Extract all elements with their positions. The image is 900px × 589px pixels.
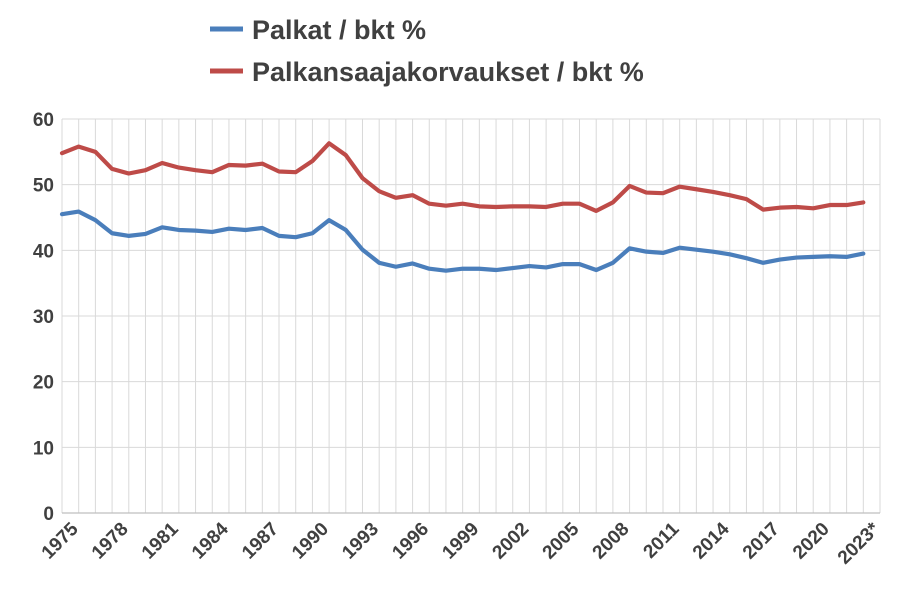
x-tick-label: 1984 bbox=[188, 518, 233, 563]
chart-gridlines bbox=[61, 118, 881, 514]
x-tick-label: 2005 bbox=[539, 518, 584, 563]
x-tick-label: 2017 bbox=[739, 519, 784, 564]
x-tick-label: 2008 bbox=[589, 519, 634, 564]
x-tick-label: 1999 bbox=[438, 519, 483, 564]
x-tick-label: 1990 bbox=[288, 519, 333, 564]
y-tick-label: 0 bbox=[43, 504, 54, 525]
x-tick-label: 1975 bbox=[38, 518, 83, 563]
y-tick-label: 20 bbox=[33, 373, 54, 394]
legend-entry-1: Palkat / bkt % bbox=[252, 15, 426, 45]
x-tick-label: 2020 bbox=[789, 519, 834, 564]
legend-entry-2: Palkansaajakorvaukset / bkt % bbox=[252, 57, 644, 87]
x-tick-label: 2014 bbox=[689, 518, 734, 563]
x-axis-tick-labels: 1975 1978 1981 1984 1987 1990 1993 1996 1999 2002… bbox=[38, 518, 884, 568]
chart-series bbox=[59, 141, 866, 273]
x-tick-label: 2002 bbox=[489, 519, 534, 564]
x-tick-label: 1981 bbox=[138, 518, 183, 563]
x-tick-label: 2011 bbox=[640, 518, 684, 562]
x-tick-label: 1987 bbox=[238, 519, 283, 564]
y-tick-label: 50 bbox=[33, 176, 54, 197]
series-line-2 bbox=[59, 141, 866, 214]
legend: Palkat / bkt % Palkansaajakorvaukset / bk… bbox=[210, 15, 644, 87]
x-tick-label: 1978 bbox=[88, 519, 133, 564]
series-line-1 bbox=[59, 209, 866, 273]
x-tick-label: 1996 bbox=[388, 519, 433, 564]
y-axis-tick-labels: 0 10 20 30 40 50 60 bbox=[33, 110, 54, 525]
y-tick-label: 60 bbox=[33, 110, 54, 131]
x-tick-label: 2023* bbox=[834, 518, 884, 568]
y-tick-label: 40 bbox=[33, 241, 54, 262]
y-tick-label: 10 bbox=[33, 438, 54, 459]
y-tick-label: 30 bbox=[33, 307, 54, 328]
x-tick-label: 1993 bbox=[338, 519, 383, 564]
